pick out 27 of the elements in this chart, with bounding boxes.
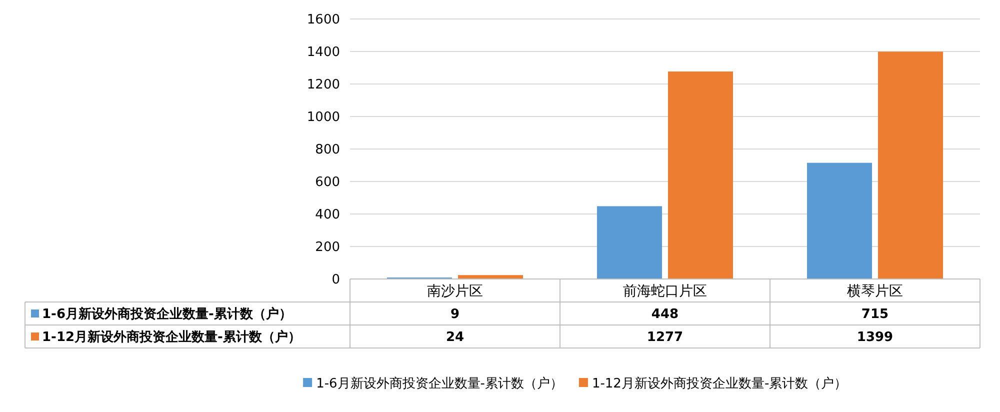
y-tick-label: 400 — [315, 208, 340, 223]
bar — [597, 206, 662, 279]
bar — [878, 52, 943, 279]
data-label: 1277 — [646, 330, 684, 346]
y-tick-label: 1000 — [306, 110, 340, 126]
text: 1-12月新设外商投资企业数量-累计数（户） — [42, 330, 301, 346]
text: 1-6月新设外商投资企业数量-累计数（户） — [42, 307, 292, 322]
y-tick-label: 600 — [315, 175, 340, 190]
y-tick-label: 200 — [315, 240, 340, 256]
data-label: 715 — [861, 307, 889, 322]
y-tick-label: 800 — [315, 142, 340, 158]
y-tick-label: 1400 — [306, 45, 340, 60]
x-tick-label: 南沙片区 — [427, 283, 483, 300]
bar — [668, 71, 733, 279]
data-label: 1399 — [856, 330, 894, 346]
y-tick-label: 1600 — [306, 12, 340, 28]
data-label: 9 — [450, 307, 460, 322]
y-tick-label: 0 — [332, 272, 340, 288]
legend-label: 1-6月新设外商投资企业数量-累计数（户） — [316, 376, 564, 392]
y-tick-label: 1200 — [306, 78, 340, 93]
x-tick-label: 横琴片区 — [847, 283, 903, 300]
bar — [458, 275, 523, 279]
x-tick-label: 前海蛇口片区 — [623, 283, 707, 300]
bar — [807, 162, 872, 279]
legend-label: 1-12月新设外商投资企业数量-累计数（户） — [592, 376, 848, 392]
data-label: 24 — [446, 330, 464, 346]
data-label: 448 — [651, 307, 679, 322]
